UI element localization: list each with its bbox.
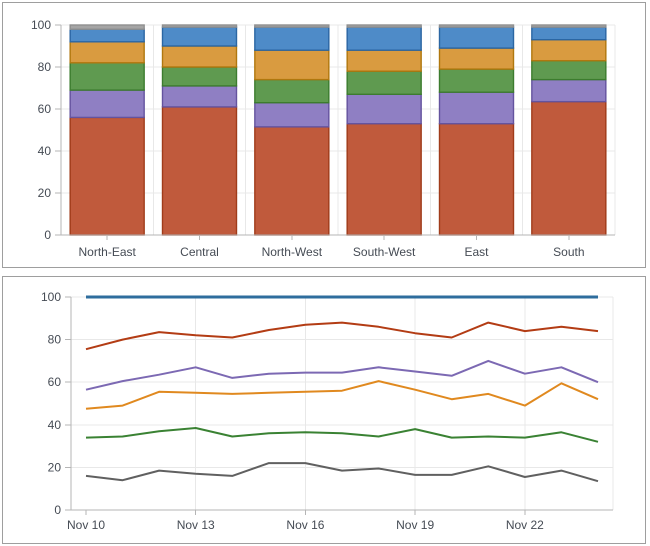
bar-segment-purple-segment[interactable]	[254, 101, 330, 128]
bar-segment-orange-segment[interactable]	[346, 49, 422, 72]
y-axis-label: 60	[38, 102, 52, 116]
y-axis-label: 40	[38, 144, 52, 158]
y-axis-label: 60	[48, 375, 62, 389]
y-axis-label: 100	[41, 290, 61, 304]
bar-segment-orange-segment[interactable]	[438, 47, 515, 70]
bar-segment-gray-segment[interactable]	[69, 24, 145, 30]
x-axis-label: South-West	[353, 245, 416, 259]
bar-segment-red-segment[interactable]	[69, 116, 145, 236]
line-chart-panel: 0 20 40 60 80 100 Nov 10 Nov 13 Nov 16 Nov 19 Nov …	[2, 276, 646, 544]
x-axis-label: South	[553, 245, 584, 259]
line-chart: 0 20 40 60 80 100 Nov 10 Nov 13 Nov 16 Nov 19 Nov …	[41, 290, 614, 532]
bar-segment-gray-segment[interactable]	[531, 24, 607, 28]
bar-segment-orange-segment[interactable]	[161, 45, 238, 68]
x-axis-label: Nov 10	[67, 518, 105, 532]
bar-segment-blue-segment[interactable]	[69, 28, 145, 43]
bar-segment-green-segment[interactable]	[438, 68, 515, 93]
bar-segment-green-segment[interactable]	[346, 70, 422, 95]
bar-segment-blue-segment[interactable]	[438, 26, 515, 49]
bar-segment-purple-segment[interactable]	[69, 89, 145, 119]
y-axis-label: 80	[38, 60, 52, 74]
x-axis-label: Nov 19	[396, 518, 434, 532]
bar-segment-gray-segment[interactable]	[346, 24, 422, 28]
bar-segment-green-segment[interactable]	[254, 78, 330, 104]
line-series-red-line[interactable]	[85, 321, 599, 351]
x-axis-label: North-East	[78, 245, 136, 259]
bar-segment-red-segment[interactable]	[346, 122, 422, 236]
bar-segment-purple-segment[interactable]	[161, 85, 238, 108]
bar-segment-blue-segment[interactable]	[254, 26, 330, 51]
bar-segment-purple-segment[interactable]	[346, 93, 422, 125]
bar-segment-gray-segment[interactable]	[161, 24, 238, 28]
x-axis-label: Nov 22	[506, 518, 544, 532]
bar-segment-green-segment[interactable]	[161, 66, 238, 87]
stacked-bar-chart-panel: 0 20 40 60 80 100 North-East Central North-West S…	[2, 2, 646, 268]
x-axis-label: North-West	[262, 245, 323, 259]
line-series-purple-line[interactable]	[85, 359, 599, 391]
bar-segment-purple-segment[interactable]	[531, 78, 607, 103]
bar-segment-orange-segment[interactable]	[254, 49, 330, 81]
y-axis-label: 100	[31, 18, 51, 32]
x-axis-label: Nov 16	[286, 518, 324, 532]
bar-segment-orange-segment[interactable]	[69, 41, 145, 64]
bar-segment-orange-segment[interactable]	[531, 39, 607, 62]
bar-segment-green-segment[interactable]	[531, 60, 607, 81]
y-axis-label: 20	[38, 186, 52, 200]
bar-segment-gray-segment[interactable]	[254, 24, 330, 28]
line-series-orange-line[interactable]	[85, 380, 599, 410]
bar-segment-red-segment[interactable]	[161, 106, 238, 236]
y-axis-label: 0	[44, 228, 51, 242]
bar-segment-red-segment[interactable]	[438, 122, 515, 236]
y-axis-label: 40	[48, 418, 62, 432]
bar-segment-gray-segment[interactable]	[438, 24, 515, 28]
x-axis-label: Nov 13	[177, 518, 215, 532]
line-series-green-line[interactable]	[85, 427, 599, 443]
x-axis-label: Central	[180, 245, 219, 259]
bar-segment-green-segment[interactable]	[69, 62, 145, 91]
y-axis-label: 0	[54, 503, 61, 517]
x-axis-label: East	[464, 245, 489, 259]
bar-segment-red-segment[interactable]	[254, 126, 330, 236]
bar-segment-purple-segment[interactable]	[438, 91, 515, 125]
y-axis-label: 80	[48, 333, 62, 347]
y-axis-label: 20	[48, 460, 62, 474]
bar-segment-blue-segment[interactable]	[161, 26, 238, 47]
bar-segment-blue-segment[interactable]	[531, 26, 607, 41]
bar-segment-blue-segment[interactable]	[346, 26, 422, 51]
bar-segment-red-segment[interactable]	[531, 100, 607, 236]
stacked-bar-chart: 0 20 40 60 80 100 North-East Central North-West S…	[31, 18, 616, 259]
line-series-gray-line[interactable]	[85, 462, 599, 483]
